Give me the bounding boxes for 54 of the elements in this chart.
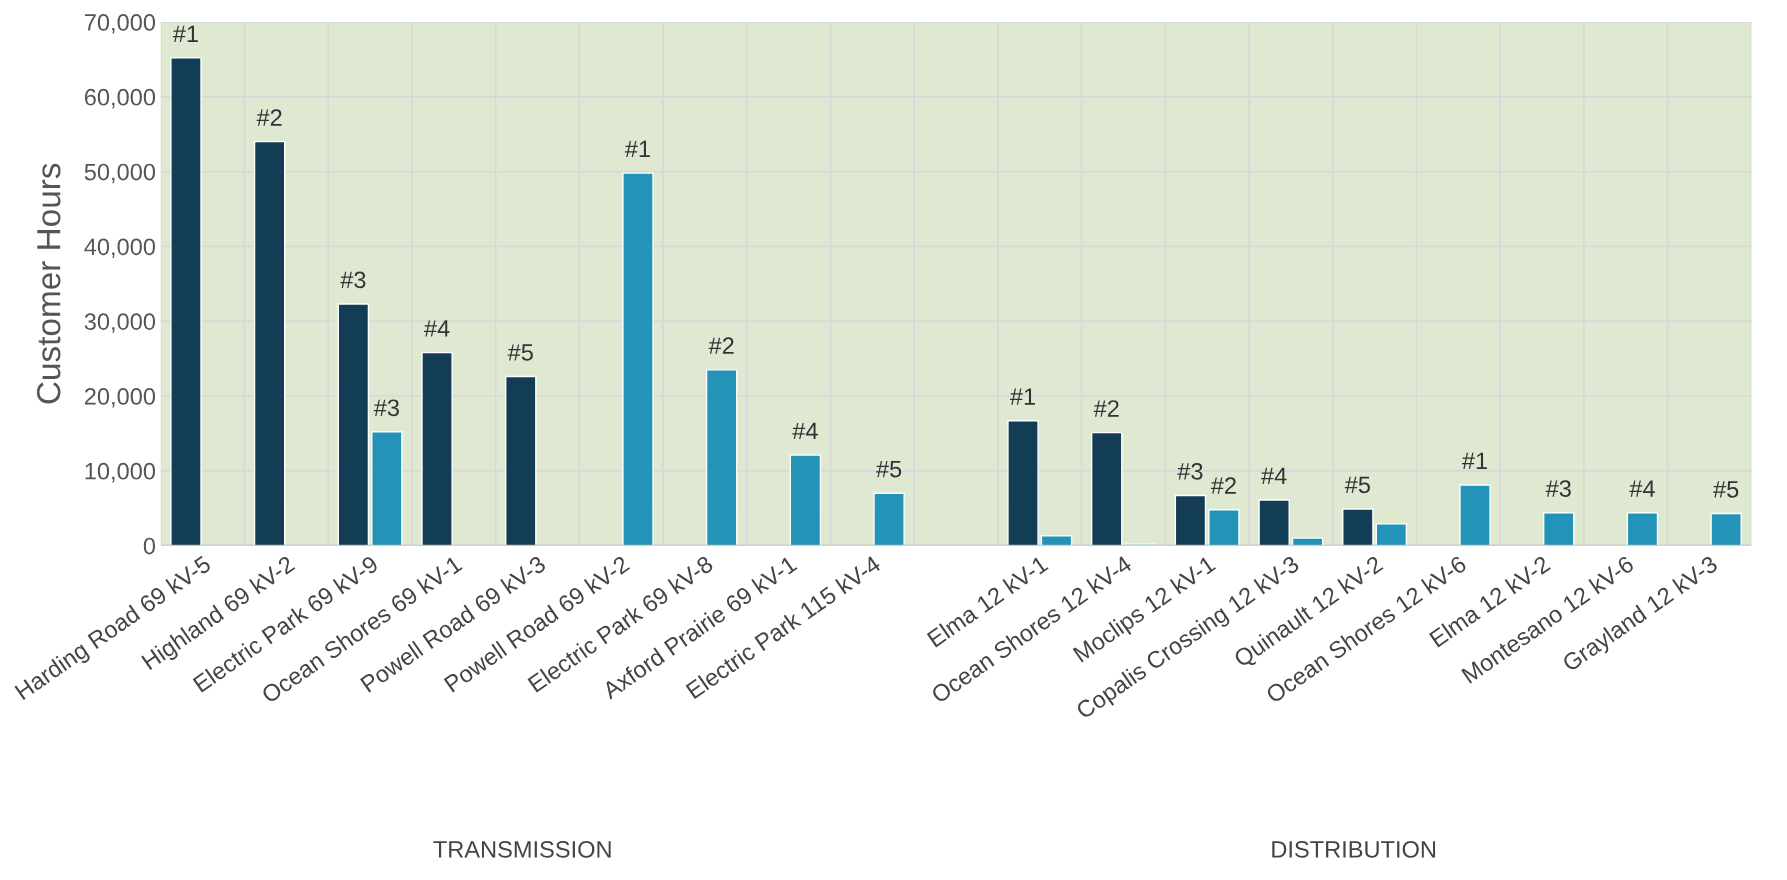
y-tick-label: 70,000: [84, 14, 156, 34]
annotation: #3: [340, 271, 366, 289]
bar: [371, 431, 403, 546]
annotation: #2: [1210, 477, 1236, 494]
bar: [1710, 512, 1742, 546]
bar: [170, 57, 202, 546]
annotation: #5: [876, 460, 902, 478]
annotation: #1: [1462, 452, 1488, 469]
annotation: #5: [1344, 476, 1370, 494]
y-tick-label: 10,000: [85, 462, 156, 483]
annotation: #1: [1009, 388, 1035, 405]
bar: [705, 369, 738, 546]
y-tick-label: 40,000: [84, 238, 156, 258]
annotation: #1: [172, 25, 198, 42]
bar: [1007, 419, 1039, 546]
annotation: #4: [1261, 467, 1287, 484]
annotation: #3: [373, 399, 399, 417]
annotation: #2: [256, 109, 282, 126]
annotation: #2: [1093, 400, 1119, 417]
y-tick-label: 20,000: [84, 388, 156, 408]
annotation: #5: [507, 344, 533, 361]
bar: [622, 172, 654, 546]
annotation: #4: [1629, 480, 1655, 497]
annotation: #3: [1177, 462, 1203, 480]
bar: [1459, 484, 1491, 546]
y-tick-label: 0: [143, 537, 156, 555]
bar: [1626, 511, 1659, 546]
bar: [337, 303, 370, 546]
text: TRANSMISSION: [433, 841, 611, 858]
text: DISTRIBUTION: [1272, 841, 1436, 858]
bar: [873, 492, 905, 546]
bar: [1174, 494, 1207, 546]
annotation: #4: [424, 320, 450, 337]
bar: [1040, 535, 1073, 546]
bar: [1291, 537, 1324, 546]
y-tick-label: 30,000: [84, 313, 156, 333]
bar: [1342, 508, 1374, 546]
annotation: #5: [1713, 481, 1739, 498]
annotation: #4: [792, 422, 818, 440]
bar: [421, 351, 453, 546]
bar: [253, 140, 286, 546]
bar: [1375, 523, 1408, 546]
bar: [1258, 499, 1290, 546]
annotation: #1: [624, 140, 650, 158]
annotation: #2: [708, 337, 734, 354]
bar: [1208, 509, 1240, 546]
bar: [1542, 511, 1575, 546]
bar: [505, 375, 537, 546]
annotation: #3: [1545, 480, 1571, 497]
y-axis-title: Customer Hours: [36, 163, 61, 404]
y-tick-label: 60,000: [84, 88, 156, 109]
bar: [789, 454, 822, 546]
bar: [1090, 431, 1123, 546]
y-tick-label: 50,000: [84, 163, 156, 184]
